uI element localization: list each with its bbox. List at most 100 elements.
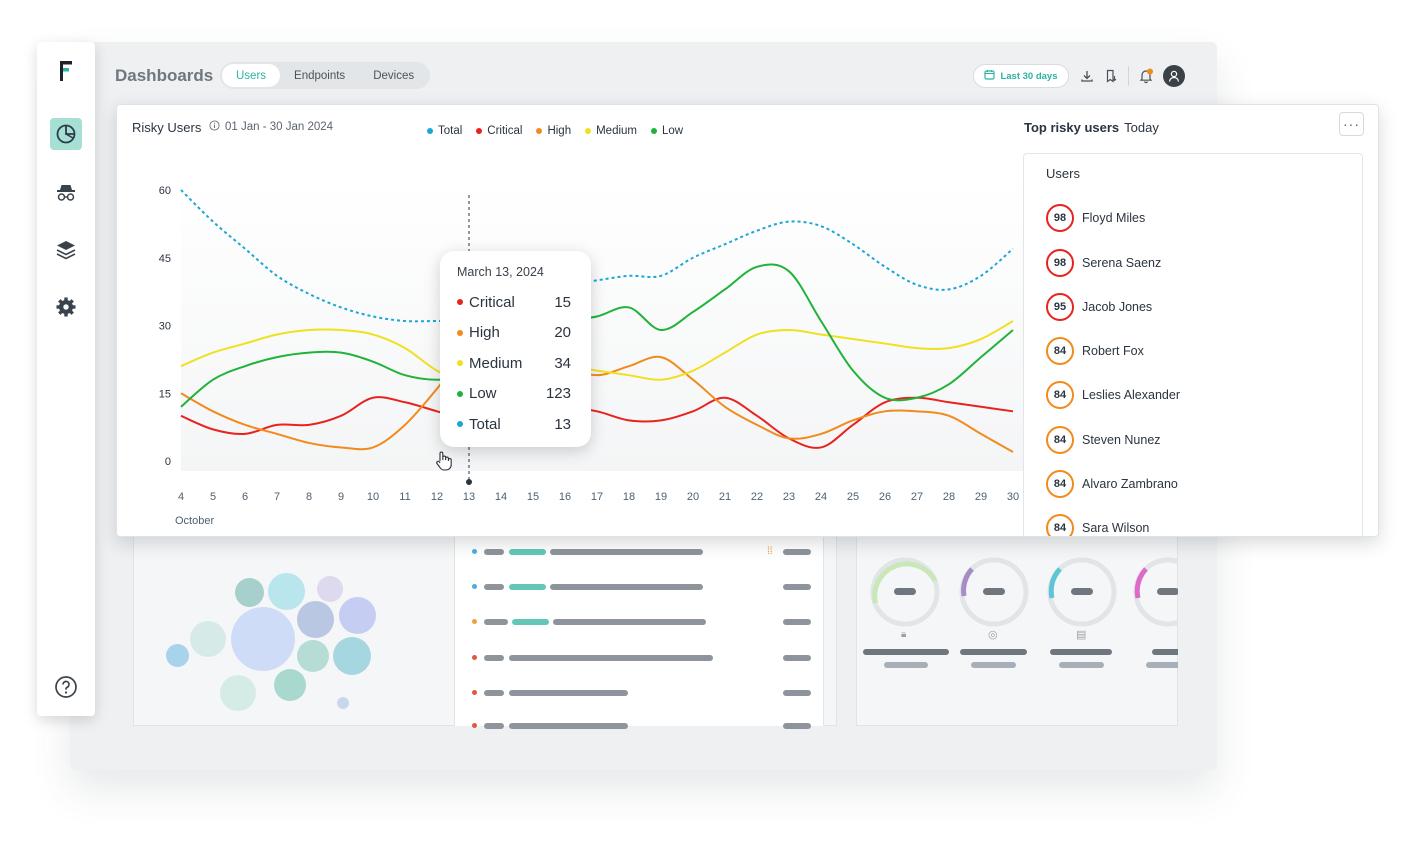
tooltip-row-total: Total 13 bbox=[457, 409, 571, 440]
tooltip-row-low: Low 123 bbox=[457, 379, 571, 410]
legend-medium[interactable]: Medium bbox=[585, 125, 637, 137]
pie-chart-icon[interactable] bbox=[50, 118, 82, 150]
user-row[interactable]: 84 Steven Nunez bbox=[1046, 425, 1161, 455]
bubble bbox=[235, 578, 264, 607]
tooltip-dot bbox=[457, 329, 463, 336]
legend-label: Critical bbox=[487, 125, 523, 137]
placeholder-bar bbox=[553, 619, 706, 625]
user-row[interactable]: 98 Serena Saenz bbox=[1046, 248, 1161, 278]
placeholder-bar bbox=[550, 584, 703, 590]
tooltip-label: Low bbox=[469, 385, 497, 403]
tooltip-value: 13 bbox=[554, 415, 571, 433]
bell-icon[interactable] bbox=[1137, 67, 1155, 85]
placeholder-bar bbox=[509, 549, 546, 555]
legend-critical[interactable]: Critical bbox=[476, 125, 522, 137]
bubble bbox=[231, 607, 295, 671]
placeholder-bar bbox=[509, 584, 546, 590]
bubble bbox=[220, 675, 256, 711]
legend-high[interactable]: High bbox=[536, 125, 571, 137]
x-tick-label: 15 bbox=[527, 491, 539, 503]
legend-dot bbox=[476, 128, 483, 134]
legend-low[interactable]: Low bbox=[651, 125, 683, 137]
placeholder-bar bbox=[509, 690, 628, 696]
tooltip-dot bbox=[457, 360, 463, 367]
chart-legend: Total Critical High Medium Low bbox=[427, 125, 683, 137]
placeholder-bar bbox=[1146, 662, 1178, 668]
list-dot bbox=[472, 619, 477, 624]
user-name: Sara Wilson bbox=[1082, 521, 1150, 535]
x-tick-label: 8 bbox=[306, 491, 312, 503]
info-icon[interactable] bbox=[209, 120, 220, 134]
legend-total[interactable]: Total bbox=[427, 125, 462, 137]
bookmark-download-icon[interactable] bbox=[1102, 67, 1120, 85]
logo-icon[interactable] bbox=[50, 55, 82, 87]
spy-icon[interactable] bbox=[50, 176, 82, 208]
user-row[interactable]: 84 Sara Wilson bbox=[1046, 513, 1150, 536]
more-options-button[interactable]: ··· bbox=[1339, 112, 1364, 136]
risk-score-badge: 95 bbox=[1046, 293, 1074, 321]
gauge-row: 🔒︎ ◎ ▤ bbox=[856, 520, 1178, 726]
placeholder-bar bbox=[960, 649, 1027, 655]
gauge bbox=[870, 557, 940, 627]
bubble bbox=[268, 573, 305, 610]
placeholder-bar bbox=[1152, 649, 1178, 655]
x-tick-label: 13 bbox=[463, 491, 475, 503]
date-range-label: 01 Jan - 30 Jan 2024 bbox=[225, 121, 334, 133]
bubble bbox=[190, 621, 226, 657]
x-tick-label: 16 bbox=[559, 491, 571, 503]
sidebar bbox=[37, 42, 95, 716]
user-row[interactable]: 84 Alvaro Zambrano bbox=[1046, 469, 1178, 499]
risk-score-badge: 98 bbox=[1046, 204, 1074, 232]
risky-users-card: 0 15 30 45 60 4 5 6 7 8 9 10 11 12 13 14 15 16 17 18 19 20 21… bbox=[116, 104, 1379, 537]
user-name: Serena Saenz bbox=[1082, 256, 1162, 270]
chart-tooltip: March 13, 2024 Critical 15 High 20 Medium 3… bbox=[440, 251, 591, 447]
tooltip-label: Critical bbox=[469, 293, 515, 311]
top-risky-users-title: Top risky users Today bbox=[1024, 120, 1159, 135]
placeholder-bar bbox=[783, 655, 811, 661]
placeholder-bar bbox=[484, 723, 504, 729]
x-tick-label: 10 bbox=[367, 491, 379, 503]
list-dot bbox=[472, 723, 477, 728]
gear-icon[interactable] bbox=[50, 291, 82, 323]
x-tick-label: 5 bbox=[210, 491, 216, 503]
bubble bbox=[166, 644, 189, 667]
x-tick-label: 23 bbox=[783, 491, 795, 503]
gauge bbox=[1133, 557, 1178, 627]
hover-dot bbox=[466, 479, 472, 485]
legend-dot bbox=[651, 128, 657, 134]
help-icon[interactable] bbox=[50, 671, 82, 703]
list-dot bbox=[472, 549, 477, 554]
tab-devices[interactable]: Devices bbox=[373, 69, 415, 82]
placeholder-bar bbox=[783, 584, 811, 590]
tab-endpoints[interactable]: Endpoints bbox=[294, 69, 346, 82]
risk-score-badge: 84 bbox=[1046, 381, 1074, 409]
placeholder-bar bbox=[1050, 649, 1112, 655]
user-row[interactable]: 84 Robert Fox bbox=[1046, 336, 1144, 366]
x-tick-label: 25 bbox=[847, 491, 859, 503]
user-avatar-icon[interactable] bbox=[1163, 65, 1185, 87]
gauge bbox=[1047, 557, 1117, 627]
hand-cursor-icon bbox=[434, 450, 454, 477]
series-line-total bbox=[180, 189, 1014, 323]
tab-users[interactable]: Users bbox=[222, 64, 281, 87]
x-tick-label: 4 bbox=[178, 491, 184, 503]
user-name: Leslies Alexander bbox=[1082, 388, 1180, 402]
download-icon[interactable] bbox=[1078, 67, 1096, 85]
gauge bbox=[959, 557, 1029, 627]
date-filter-button[interactable]: Last 30 days bbox=[973, 64, 1069, 88]
dashboard-tabs: Users Endpoints Devices bbox=[220, 62, 430, 89]
tooltip-dot bbox=[457, 390, 463, 397]
users-column-header: Users bbox=[1046, 166, 1080, 181]
layers-icon[interactable] bbox=[50, 234, 82, 266]
user-row[interactable]: 84 Leslies Alexander bbox=[1046, 380, 1180, 410]
x-tick-label: 29 bbox=[975, 491, 987, 503]
placeholder-bar bbox=[484, 619, 508, 625]
risk-score-badge: 84 bbox=[1046, 514, 1074, 536]
bubble bbox=[317, 576, 343, 602]
placeholder-bar bbox=[512, 619, 549, 625]
x-tick-label: 17 bbox=[591, 491, 603, 503]
user-row[interactable]: 98 Floyd Miles bbox=[1046, 203, 1145, 233]
placeholder-bar bbox=[783, 549, 811, 555]
placeholder-bar bbox=[783, 619, 811, 625]
user-row[interactable]: 95 Jacob Jones bbox=[1046, 292, 1152, 322]
